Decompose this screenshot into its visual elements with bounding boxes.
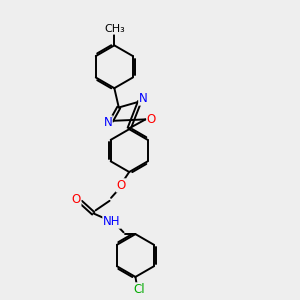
Text: NH: NH: [103, 215, 120, 228]
Text: N: N: [139, 92, 148, 105]
Text: O: O: [147, 113, 156, 126]
Text: N: N: [103, 116, 112, 129]
Text: O: O: [116, 179, 125, 192]
Text: Cl: Cl: [134, 283, 145, 296]
Text: O: O: [72, 193, 81, 206]
Text: CH₃: CH₃: [104, 24, 125, 34]
